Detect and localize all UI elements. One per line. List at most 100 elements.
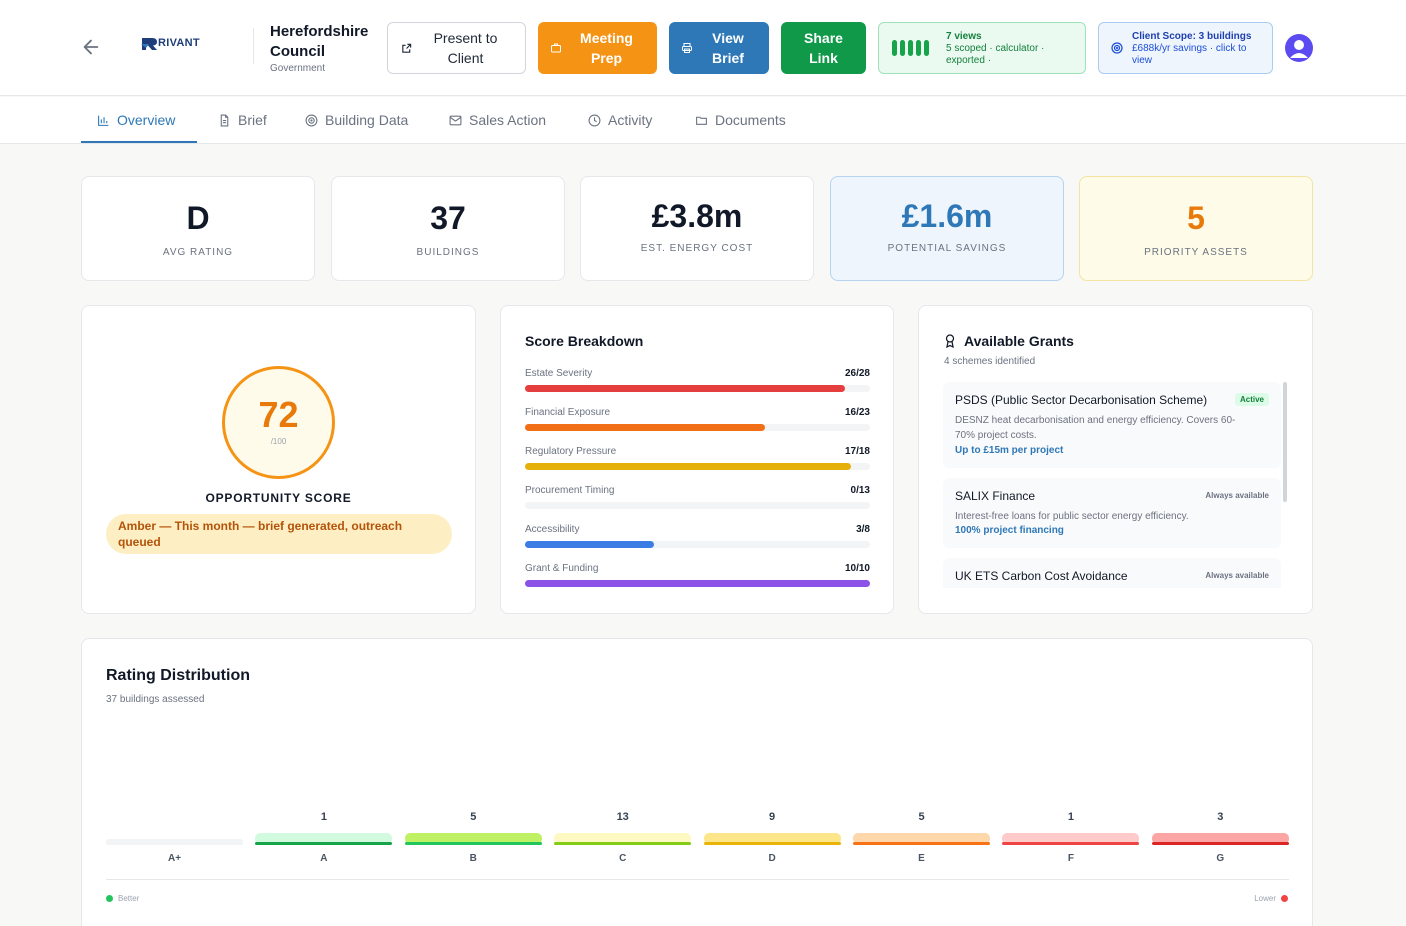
tab-label: Activity [608, 112, 653, 128]
legend-better-label: Better [118, 894, 140, 903]
folder-icon [696, 116, 707, 125]
grants-scrollbar[interactable] [1283, 382, 1287, 502]
score-track [525, 463, 870, 470]
tab-label: Brief [238, 112, 267, 128]
tab-documents[interactable]: Documents [695, 97, 786, 143]
rating-bar-fill [106, 839, 243, 844]
kpi-label: POTENTIAL SAVINGS [887, 243, 1007, 254]
rating-bar-fill [1002, 833, 1140, 844]
view-bar [916, 40, 921, 56]
page-header: RIVANT Herefordshire Council Government … [0, 0, 1406, 96]
rating-count: 1 [320, 811, 327, 823]
active-tab-indicator [81, 141, 197, 143]
user-avatar[interactable] [1285, 34, 1313, 62]
views-bars [892, 40, 929, 56]
score-row-value: 0/13 [850, 485, 870, 496]
rating-bar-fill [404, 833, 542, 844]
score-fill-bar [525, 424, 765, 431]
kpi-value: £3.8m [651, 198, 743, 234]
grants-subtitle: 4 schemes identified [944, 356, 1036, 367]
score-row: Financial Exposure 16/23 [525, 407, 870, 437]
rating-count: 13 [616, 811, 629, 823]
score-row-value: 17/18 [844, 446, 870, 457]
distribution-title: Rating Distribution [106, 667, 250, 684]
rating-bar-fill [853, 833, 990, 844]
score-track [525, 541, 870, 548]
tab-bar: Overview Brief Building Data Sales Actio… [0, 97, 1406, 144]
score-breakdown-panel: Score Breakdown Estate Severity 26/28 Fina… [500, 305, 894, 614]
share-link-button[interactable]: Share Link [781, 22, 866, 74]
client-scope-card[interactable]: Client Scope: 3 buildings £688k/yr savin… [1098, 22, 1273, 74]
meeting-prep-button[interactable]: Meeting Prep [538, 22, 657, 74]
score-track [525, 385, 870, 392]
kpi-label: PRIORITY ASSETS [1144, 247, 1248, 258]
views-summary[interactable]: 7 views 5 scoped · calculator · exported… [878, 22, 1086, 74]
grant-amount: 100% project financing [955, 525, 1064, 536]
user-icon [1290, 40, 1308, 58]
grant-description: DESNZ heat decarbonisation and energy ef… [955, 415, 1236, 441]
legend-lower-label: Lower [1254, 894, 1276, 903]
rating-label: C [619, 853, 627, 864]
score-fill-bar [525, 385, 846, 392]
view-brief-button[interactable]: View Brief [669, 22, 769, 74]
rating-label: A [320, 853, 328, 864]
document-icon [220, 114, 229, 126]
score-track [525, 502, 870, 509]
rating-bar-base [703, 842, 841, 845]
present-label: Present to Client [433, 30, 498, 66]
grant-item[interactable]: PSDS (Public Sector Decarbonisation Sche… [943, 382, 1281, 468]
grants-list[interactable]: PSDS (Public Sector Decarbonisation Sche… [943, 382, 1281, 588]
green-dot-icon [106, 895, 113, 902]
rating-bar-fill [1151, 833, 1289, 844]
rating-bar-base [1151, 842, 1289, 845]
score-track [525, 580, 870, 587]
tab-overview[interactable]: Overview [97, 97, 175, 143]
present-to-client-button[interactable]: Present to Client [387, 22, 526, 74]
rivant-logo: RIVANT [140, 36, 206, 54]
tab-activity[interactable]: Activity [588, 97, 652, 143]
score-row-label: Procurement Timing [525, 485, 615, 496]
rating-bar-base [853, 842, 990, 845]
score-ring: 72 /100 [222, 366, 335, 479]
rating-bar-base [404, 842, 542, 845]
score-row-label: Financial Exposure [525, 407, 611, 418]
score-row-label: Estate Severity [525, 368, 593, 379]
opportunity-score-max: /100 [270, 437, 287, 446]
grant-item[interactable]: UK ETS Carbon Cost Avoidance Always avai… [943, 558, 1281, 588]
tab-label: Sales Action [469, 112, 547, 128]
opportunity-score-label: OPPORTUNITY SCORE [205, 491, 352, 505]
grant-description: Interest-free loans for public sector en… [955, 511, 1189, 522]
logo-text: RIVANT [158, 37, 200, 49]
tab-building-data[interactable]: Building Data [305, 97, 408, 143]
score-row-label: Regulatory Pressure [525, 446, 617, 457]
score-breakdown-title: Score Breakdown [525, 333, 644, 349]
rating-label: G [1216, 853, 1225, 864]
tab-brief[interactable]: Brief [218, 97, 267, 143]
mail-icon [449, 115, 462, 125]
kpi-value: 5 [1187, 200, 1205, 236]
view-bar [924, 40, 929, 56]
kpi-value: £1.6m [901, 198, 993, 234]
score-fill-bar [525, 580, 870, 587]
grant-status-badge: Always available [1205, 571, 1269, 580]
kpi-priority-assets: 5 PRIORITY ASSETS [1079, 176, 1313, 281]
grant-name: PSDS (Public Sector Decarbonisation Sche… [955, 393, 1208, 407]
rating-bar-base [1002, 842, 1140, 845]
grant-item[interactable]: SALIX Finance Always available Interest-… [943, 478, 1281, 548]
briefcase-icon [551, 43, 561, 53]
back-arrow-icon[interactable] [80, 36, 102, 58]
rating-count: 5 [918, 811, 925, 823]
score-fill-bar [525, 541, 655, 548]
kpi-value: D [186, 200, 210, 236]
score-row-value: 26/28 [844, 368, 870, 379]
header-divider [253, 28, 254, 64]
tab-label: Documents [715, 112, 786, 128]
tab-sales-action[interactable]: Sales Action [449, 97, 546, 143]
client-name: Herefordshire Council [270, 23, 369, 60]
score-row-value: 16/23 [844, 407, 870, 418]
external-link-icon [402, 43, 412, 53]
tab-label: Building Data [325, 112, 409, 128]
rating-bar-fill [703, 833, 841, 844]
views-title: 7 views [946, 31, 982, 42]
rating-count: 1 [1067, 811, 1074, 823]
